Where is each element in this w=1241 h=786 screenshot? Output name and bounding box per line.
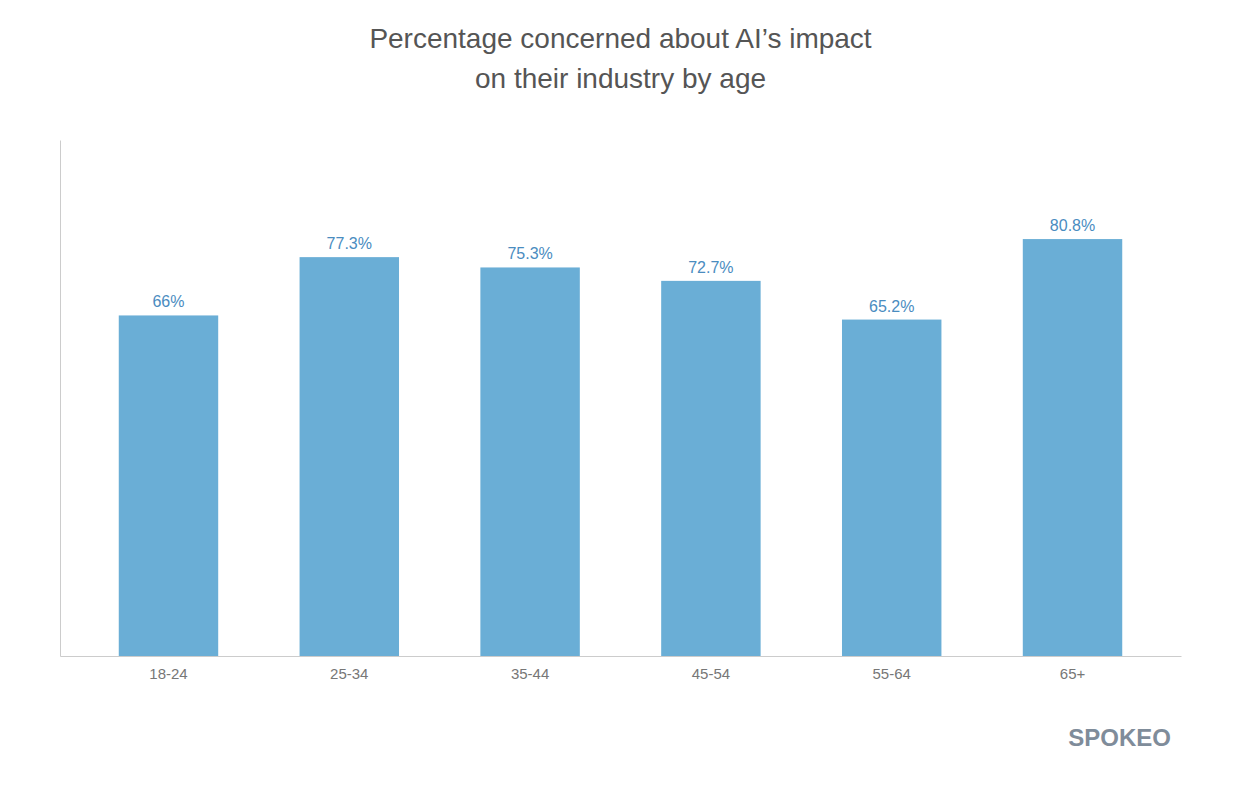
x-tick-label: 18-24: [149, 665, 187, 682]
x-tick: 18-24: [149, 656, 187, 682]
data-label: 80.8%: [1050, 217, 1095, 234]
data-label: 75.3%: [507, 245, 552, 262]
bar: [842, 320, 941, 656]
bar: [1023, 239, 1122, 656]
x-tick-label: 35-44: [511, 665, 549, 682]
x-tick: 25-34: [330, 656, 368, 682]
data-label: 77.3%: [327, 235, 372, 252]
plot: 18-24 25-34 35-44 45-54 55-64 65+ 66% 77.3% 75.3…: [61, 141, 1182, 682]
subtitle: on their industry by age: [475, 63, 766, 94]
bar: [300, 257, 399, 656]
y-axis-line: [60, 141, 61, 657]
x-tick-label: 45-54: [692, 665, 730, 682]
chart: Percentage concerned about AI’s impact on…: [0, 0, 1241, 786]
x-tick-label: 25-34: [330, 665, 368, 682]
x-tick-label: 65+: [1060, 665, 1086, 682]
bar: [661, 281, 760, 656]
data-label: 72.7%: [688, 259, 733, 276]
annotation: SPOKEO: [1068, 724, 1171, 751]
x-tick: 55-64: [873, 656, 911, 682]
x-tick-label: 55-64: [873, 665, 911, 682]
data-label: 66%: [152, 293, 184, 310]
x-axis-line: [61, 656, 1182, 657]
bars: [119, 239, 1122, 656]
x-tick: 35-44: [511, 656, 549, 682]
data-labels: 66% 77.3% 75.3% 72.7% 65.2% 80.8%: [152, 217, 1095, 314]
x-tick: 65+: [1060, 656, 1086, 682]
x-axis: 18-24 25-34 35-44 45-54 55-64 65+: [61, 656, 1182, 682]
title: Percentage concerned about AI’s impact: [369, 23, 871, 54]
data-label: 65.2%: [869, 298, 914, 315]
y-axis: [60, 141, 61, 657]
bar: [480, 267, 579, 656]
x-tick: 45-54: [692, 656, 730, 682]
bar: [119, 315, 218, 656]
